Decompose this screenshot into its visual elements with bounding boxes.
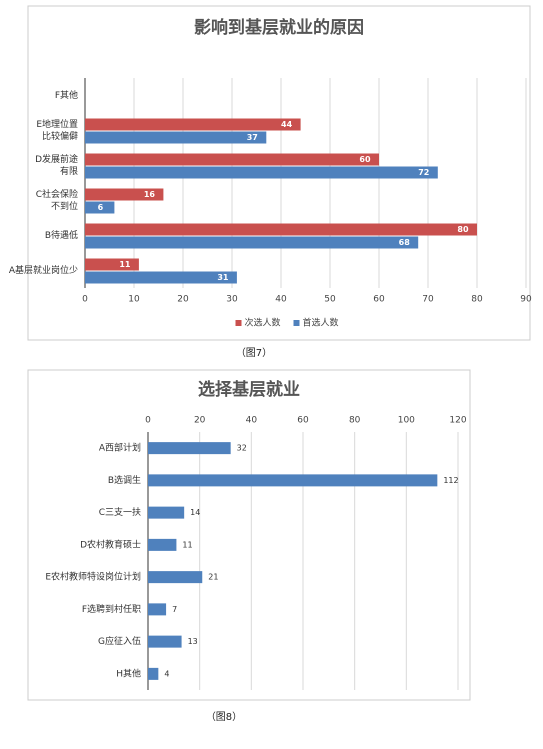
x-tick-label: 10 [128,295,140,305]
y-tick-label: C社会保险 [36,188,78,200]
data-label: 32 [237,444,247,453]
y-tick-label: D发展前途 [35,153,78,165]
x-tick-label: 60 [373,295,385,305]
data-label: 14 [190,508,200,517]
legend-swatch [293,320,300,326]
data-label: 31 [217,273,229,282]
data-label: 112 [443,476,458,485]
data-label: 6 [98,203,104,212]
bar [85,223,477,236]
y-tick-label: D农村教育硕士 [80,538,141,550]
bar [148,571,203,584]
data-label: 4 [164,669,169,678]
x-tick-label: 30 [226,295,238,305]
x-tick-label: 40 [275,295,287,305]
y-tick-label: E地理位置 [36,118,78,130]
x-tick-label: 80 [471,295,483,305]
bar [148,442,231,455]
bar [85,188,164,201]
bar [85,131,267,144]
bar [148,538,177,551]
x-tick-label: 70 [422,295,434,305]
caption: （图7） [236,347,272,359]
bar [148,667,159,680]
bar [148,474,438,487]
data-label: 11 [119,260,131,269]
y-tick-label: E农村教师特设岗位计划 [45,571,141,583]
x-tick-label: 100 [398,416,415,426]
y-tick-label: B待遇低 [45,229,78,241]
y-tick-label: F选聘到村任职 [82,603,141,615]
bar [85,166,438,179]
bar [148,603,167,616]
y-tick-label: C三支一扶 [99,506,141,518]
x-tick-label: 0 [145,416,151,426]
bar [85,258,139,271]
data-label: 68 [399,238,411,247]
legend-swatch [235,320,242,326]
data-label: 21 [208,573,218,582]
x-tick-label: 80 [349,416,361,426]
data-label: 80 [457,225,469,234]
bar [85,236,419,249]
x-tick-label: 40 [246,416,258,426]
bar [85,201,115,214]
chart-frame [27,369,471,701]
legend-label: 首选人数 [303,317,339,329]
x-tick-label: 0 [82,295,88,305]
data-label: 44 [281,120,293,129]
x-tick-label: 120 [449,416,466,426]
chart-title: 影响到基层就业的原因 [194,17,364,38]
bar [148,506,185,519]
x-tick-label: 20 [177,295,189,305]
y-tick-label: A基层就业岗位少 [9,264,78,276]
data-label: 11 [182,540,192,549]
y-tick-label: H其他 [116,667,141,679]
x-tick-label: 50 [324,295,336,305]
data-label: 60 [359,155,371,164]
x-tick-label: 60 [297,416,309,426]
data-label: 16 [144,190,156,199]
y-tick-label: G应征入伍 [98,635,141,647]
bar [85,153,379,166]
legend-label: 次选人数 [245,317,281,329]
x-tick-label: 20 [194,416,206,426]
y-tick-label: B选调生 [108,474,141,486]
bar [85,271,237,284]
data-label: 13 [188,637,198,646]
chart-title: 选择基层就业 [198,379,300,400]
caption: （图8） [206,711,242,723]
y-tick-label: 比较偏僻 [42,130,78,142]
bar [148,635,182,648]
y-tick-label: A西部计划 [99,442,141,454]
data-label: 37 [247,133,258,142]
y-tick-label: 有限 [60,165,78,177]
bar [85,118,301,131]
data-label: 72 [418,168,429,177]
data-label: 7 [172,605,177,614]
y-tick-label: 不到位 [51,200,78,212]
y-tick-label: F其他 [55,89,78,101]
x-tick-label: 90 [520,295,532,305]
